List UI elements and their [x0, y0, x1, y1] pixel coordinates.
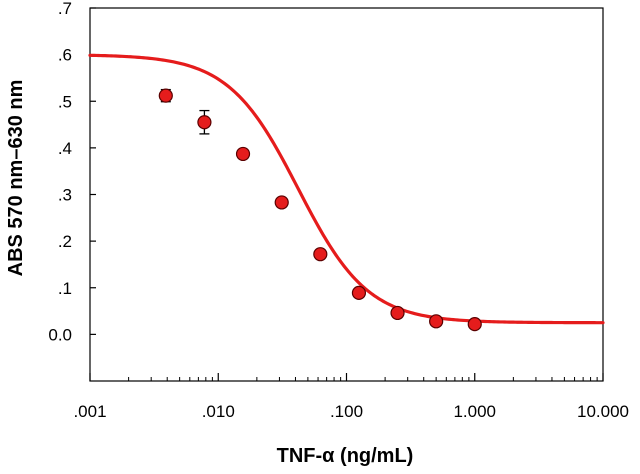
x-tick-label: 1.000 [453, 402, 496, 421]
x-tick-label: .010 [202, 402, 235, 421]
data-point [197, 115, 212, 130]
data-point [235, 146, 251, 162]
axes: 0.0 .1 .2 .3 .4 .5 .6 .7 .001 .010 .100 1.000 10.000 [48, 0, 629, 421]
y-tick-label: .5 [58, 92, 72, 111]
x-tick-label: .001 [73, 402, 106, 421]
y-tick-label: .6 [58, 46, 72, 65]
fit-curve-layer [88, 53, 605, 325]
x-tick-label: 10.000 [577, 402, 629, 421]
x-axis-title: TNF-α (ng/mL) [277, 445, 414, 467]
y-axis-title: ABS 570 nm–630 nm [5, 80, 27, 277]
y-tick-label: .1 [58, 279, 72, 298]
y-tick-label: .3 [58, 186, 72, 205]
data-point [390, 305, 405, 321]
y-tick-label: .2 [58, 232, 72, 251]
data-point [429, 314, 444, 329]
y-tick-label: 0.0 [48, 325, 72, 344]
data-point [467, 317, 482, 332]
y-tick-label: .4 [58, 139, 72, 158]
data-point [351, 285, 367, 300]
data-point [274, 195, 289, 210]
data-point [313, 247, 328, 262]
data-point [158, 88, 173, 103]
x-tick-label: .100 [330, 402, 363, 421]
plot-frame [89, 7, 604, 382]
data-points-layer [158, 88, 482, 332]
fit-curve-line [88, 53, 605, 325]
y-tick-label: .7 [58, 0, 72, 18]
